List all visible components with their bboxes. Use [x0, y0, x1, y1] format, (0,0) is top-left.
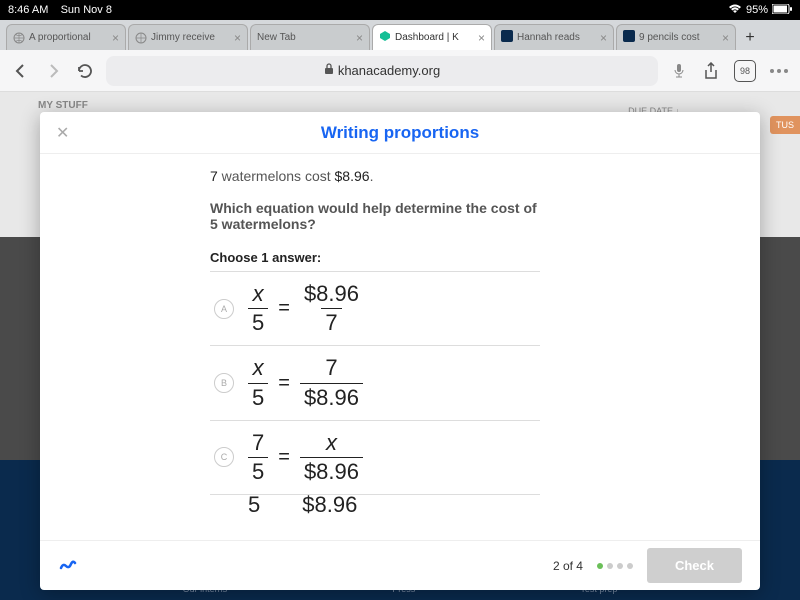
progress-text: 2 of 4: [553, 559, 583, 573]
close-icon[interactable]: ×: [722, 31, 729, 45]
tus-badge: TUS: [770, 116, 800, 134]
address-url: khanacademy.org: [338, 63, 440, 78]
status-right: 95%: [728, 4, 792, 17]
mic-icon[interactable]: [668, 60, 690, 82]
problem-question: Which equation would help determine the …: [210, 200, 540, 232]
check-button[interactable]: Check: [647, 548, 742, 583]
battery-icon: [772, 4, 792, 17]
progress-dot: [597, 563, 603, 569]
close-icon[interactable]: ×: [356, 31, 363, 45]
equation-b: x5 = 7$8.96: [248, 356, 363, 409]
wifi-icon: [728, 4, 742, 17]
share-button[interactable]: [700, 60, 722, 82]
equation-c: 75 = x$8.96: [248, 431, 363, 484]
forward-button[interactable]: [42, 60, 64, 82]
page-content: MY STUFF DUE DATE ↓ TUS Our interns Pres…: [0, 92, 800, 600]
tab-title: Hannah reads: [517, 32, 596, 43]
tab-title: A proportional: [29, 32, 108, 43]
close-icon[interactable]: ×: [600, 31, 607, 45]
modal-title: Writing proportions: [321, 123, 479, 143]
modal-footer: 2 of 4 Check: [40, 540, 760, 590]
lock-icon: [324, 63, 334, 78]
tab-title: 9 pencils cost: [639, 32, 718, 43]
close-icon[interactable]: ✕: [56, 123, 69, 143]
address-bar[interactable]: khanacademy.org: [106, 56, 658, 86]
new-tab-button[interactable]: +: [738, 26, 762, 50]
globe-icon: [135, 32, 147, 44]
tab-dashboard[interactable]: Dashboard | K ×: [372, 24, 492, 50]
exercise-modal: ✕ Writing proportions 7 watermelons cost…: [40, 112, 760, 590]
close-icon[interactable]: ×: [112, 31, 119, 45]
tab-title: Dashboard | K: [395, 32, 474, 43]
tab-title: New Tab: [257, 32, 352, 43]
more-button[interactable]: [768, 60, 790, 82]
scratchpad-icon[interactable]: [58, 553, 78, 578]
reload-button[interactable]: [74, 60, 96, 82]
nav-right-icons: 98: [700, 60, 790, 82]
modal-header: ✕ Writing proportions: [40, 112, 760, 154]
answer-list: A x5 = $8.967 B x5 = 7$8.96: [210, 271, 540, 516]
browser-nav-bar: khanacademy.org 98: [0, 50, 800, 92]
equation-d: 5 $8.96: [248, 494, 357, 516]
khan-icon: [623, 30, 635, 45]
globe-icon: [13, 32, 25, 44]
answer-option-b[interactable]: B x5 = 7$8.96: [210, 345, 540, 419]
tab-jimmy[interactable]: Jimmy receive ×: [128, 24, 248, 50]
status-date: Sun Nov 8: [61, 4, 112, 16]
answer-option-a[interactable]: A x5 = $8.967: [210, 271, 540, 345]
radio-a[interactable]: A: [214, 299, 234, 319]
answer-option-d-cutoff[interactable]: 5 $8.96: [210, 494, 540, 516]
tab-count-button[interactable]: 98: [734, 60, 756, 82]
radio-b[interactable]: B: [214, 373, 234, 393]
status-time: 8:46 AM: [8, 4, 48, 16]
equation-a: x5 = $8.967: [248, 282, 363, 335]
progress-dot: [627, 563, 633, 569]
browser-tabs-bar: A proportional × Jimmy receive × New Tab…: [0, 20, 800, 50]
khan-icon: [501, 30, 513, 45]
problem-premise: 7 watermelons cost $8.96.: [210, 168, 760, 184]
khan-icon: [379, 30, 391, 45]
close-icon[interactable]: ×: [478, 31, 485, 45]
progress-dots: [597, 563, 633, 569]
ipad-status-bar: 8:46 AM Sun Nov 8 95%: [0, 0, 800, 20]
back-button[interactable]: [10, 60, 32, 82]
progress-dot: [617, 563, 623, 569]
progress-dot: [607, 563, 613, 569]
tab-hannah[interactable]: Hannah reads ×: [494, 24, 614, 50]
modal-body: 7 watermelons cost $8.96. Which equation…: [40, 154, 760, 540]
my-stuff-label: MY STUFF: [38, 100, 88, 111]
status-left: 8:46 AM Sun Nov 8: [8, 4, 112, 16]
choose-instruction: Choose 1 answer:: [210, 250, 760, 265]
tab-proportional[interactable]: A proportional ×: [6, 24, 126, 50]
battery-percent: 95%: [746, 4, 768, 16]
answer-option-c[interactable]: C 75 = x$8.96: [210, 420, 540, 494]
close-icon[interactable]: ×: [234, 31, 241, 45]
tab-newtab[interactable]: New Tab ×: [250, 24, 370, 50]
tab-pencils[interactable]: 9 pencils cost ×: [616, 24, 736, 50]
tab-title: Jimmy receive: [151, 32, 230, 43]
radio-c[interactable]: C: [214, 447, 234, 467]
